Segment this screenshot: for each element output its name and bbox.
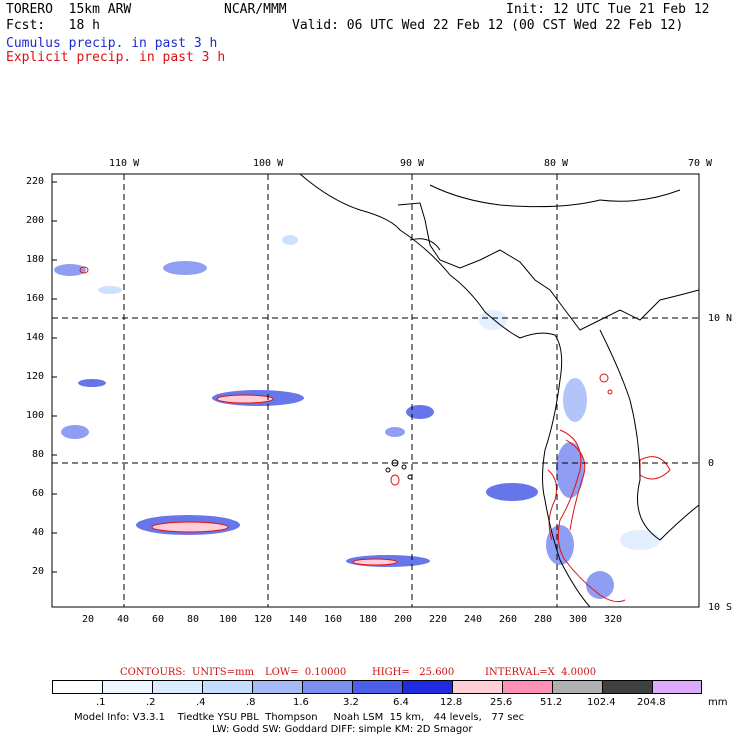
y-tick: 160: [26, 293, 45, 304]
lat-label-10s: 10 S: [708, 602, 733, 613]
forecast-hour: Fcst: 18 h: [6, 18, 100, 33]
colorbar-swatch: [102, 680, 152, 694]
x-tick: 140: [289, 614, 308, 625]
x-tick: 220: [429, 614, 448, 625]
center-label: NCAR/MMM: [224, 2, 287, 17]
y-tick: 20: [32, 566, 45, 577]
lon-label-70w: 70 W: [688, 158, 713, 169]
colorbar-swatch: [252, 680, 302, 694]
contour-low: LOW= 0.10000: [265, 667, 347, 678]
x-tick: 80: [187, 614, 200, 625]
colorbar-unit: mm: [708, 697, 728, 708]
x-tick: 160: [324, 614, 343, 625]
colorbar-swatch: [602, 680, 652, 694]
x-tick: 320: [604, 614, 623, 625]
colorbar-label: 102.4: [587, 697, 616, 708]
colorbar-label: .1: [96, 697, 106, 708]
contour-high: HIGH= 25.600: [372, 667, 455, 678]
colorbar-swatch: [352, 680, 402, 694]
y-tick: 40: [32, 527, 45, 538]
colorbar-swatch: [152, 680, 202, 694]
contour-units: CONTOURS: UNITS=mm: [120, 667, 254, 678]
model-title: TORERO 15km ARW: [6, 2, 132, 17]
y-tick: 200: [26, 215, 45, 226]
y-tick: 100: [26, 410, 45, 421]
colorbar-label: .2: [146, 697, 156, 708]
model-info: Model Info: V3.3.1 Tiedtke YSU PBL Thomp…: [74, 712, 525, 723]
colorbar-swatch: [552, 680, 602, 694]
colorbar-label: 6.4: [393, 697, 409, 708]
y-tick: 120: [26, 371, 45, 382]
explicit-label: Explicit precip. in past 3 h: [6, 50, 226, 65]
x-tick: 240: [464, 614, 483, 625]
x-tick: 100: [219, 614, 238, 625]
x-tick: 280: [534, 614, 553, 625]
y-tick: 60: [32, 488, 45, 499]
lon-label-80w: 80 W: [544, 158, 569, 169]
x-tick: 60: [152, 614, 165, 625]
colorbar-label: .4: [196, 697, 206, 708]
x-tick: 120: [254, 614, 273, 625]
map-frame: [51, 173, 700, 608]
colorbar-swatch: [652, 680, 702, 694]
model-info-physics: LW: Godd SW: Goddard DIFF: simple KM: 2D…: [212, 724, 473, 735]
x-tick: 180: [359, 614, 378, 625]
x-tick: 20: [82, 614, 95, 625]
colorbar-label: .8: [246, 697, 256, 708]
x-tick: 260: [499, 614, 518, 625]
y-tick: 180: [26, 254, 45, 265]
explicit-precip: [79, 266, 671, 603]
x-tick: 300: [569, 614, 588, 625]
colorbar-label: 51.2: [540, 697, 563, 708]
lat-label-10n: 10 N: [708, 313, 733, 324]
colorbar-label: 12.8: [440, 697, 463, 708]
y-tick: 140: [26, 332, 45, 343]
coastline: [299, 173, 700, 608]
colorbar-swatch: [402, 680, 452, 694]
colorbar-swatch: [502, 680, 552, 694]
x-tick: 200: [394, 614, 413, 625]
valid-time: Valid: 06 UTC Wed 22 Feb 12 (00 CST Wed …: [292, 18, 684, 33]
graticule: [52, 174, 699, 607]
colorbar-label: 25.6: [490, 697, 513, 708]
cumulus-label: Cumulus precip. in past 3 h: [6, 36, 218, 51]
colorbar-swatch: [302, 680, 352, 694]
colorbar-label: 1.6: [293, 697, 309, 708]
lon-label-100w: 100 W: [253, 158, 284, 169]
contour-interval: INTERVAL=X 4.0000: [485, 667, 597, 678]
init-time: Init: 12 UTC Tue 21 Feb 12: [506, 2, 710, 17]
lon-label-90w: 90 W: [400, 158, 425, 169]
colorbar-swatch: [52, 680, 102, 694]
colorbar-label: 204.8: [637, 697, 666, 708]
lon-label-110w: 110 W: [109, 158, 140, 169]
colorbar-label: 3.2: [343, 697, 359, 708]
y-tick: 80: [32, 449, 45, 460]
y-tick: 220: [26, 176, 45, 187]
colorbar-swatch: [202, 680, 252, 694]
x-tick: 40: [117, 614, 130, 625]
lat-label-0: 0: [708, 458, 715, 469]
colorbar-swatch: [452, 680, 502, 694]
